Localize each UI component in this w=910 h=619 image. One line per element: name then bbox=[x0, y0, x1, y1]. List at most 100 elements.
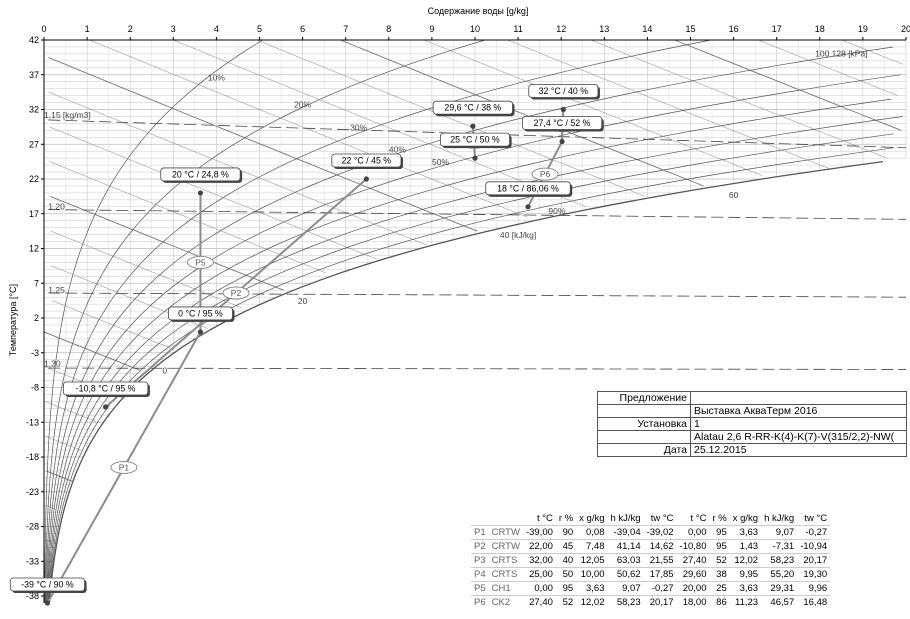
label-box bbox=[521, 116, 603, 130]
enthalpy-line bbox=[43, 331, 140, 371]
enthalpy-line bbox=[52, 300, 174, 350]
table-cell: -39,04 bbox=[607, 525, 644, 540]
table-row: P6 CK2 27,40 52 12,02 58,23 20,17 18,00 86 11,23 4… bbox=[471, 595, 831, 609]
table-row: P4 CRTS 25,00 50 10,00 50,62 17,85 29,60 38 9,95 5… bbox=[471, 567, 831, 582]
process-id: P3 bbox=[471, 553, 489, 568]
x-tick-label: 12 bbox=[556, 24, 566, 34]
state-point bbox=[470, 123, 476, 129]
state-point bbox=[525, 204, 531, 210]
table-cell: 25,00 bbox=[522, 567, 556, 582]
process-mode: CRTS bbox=[488, 567, 523, 582]
table-cell: 20,17 bbox=[797, 553, 831, 568]
label-box bbox=[160, 167, 241, 182]
state-point bbox=[559, 138, 565, 145]
column-header: r % bbox=[558, 513, 574, 524]
table-cell: 10,00 bbox=[576, 567, 608, 582]
table-cell: 17,85 bbox=[643, 567, 677, 582]
chart-point-labels: -39 °C / 90 % -10,8 °C / 95 % 0 °C / 95 % 2… bbox=[9, 84, 604, 606]
table-cell: -39,02 bbox=[643, 525, 677, 540]
table-cell: 27,40 bbox=[522, 595, 556, 609]
curve-label: 0 bbox=[162, 366, 167, 376]
label-text: -39 °C / 90 % bbox=[21, 580, 74, 590]
label-box bbox=[168, 306, 233, 321]
x-tick-label: 7 bbox=[343, 24, 348, 34]
enthalpy-line bbox=[424, 39, 763, 176]
enthalpy-line bbox=[340, 39, 704, 187]
x-tick-label: 1 bbox=[85, 24, 90, 34]
label-box bbox=[331, 153, 402, 168]
state-point-label: 20 °C / 24,8 % bbox=[160, 167, 243, 183]
state-point-label: 18 °C / 86,06 % bbox=[485, 181, 573, 197]
y-tick-label: 7 bbox=[34, 278, 39, 288]
enthalpy-line bbox=[48, 56, 478, 232]
column-header: tw °C bbox=[804, 513, 828, 524]
table-cell: 29,31 bbox=[761, 581, 798, 596]
table-cell: 40 bbox=[555, 553, 577, 568]
y-tick-label: -3 bbox=[31, 348, 39, 358]
table-cell: 29,60 bbox=[676, 567, 710, 582]
y-axis-label: Температура [°C] bbox=[8, 284, 18, 356]
enthalpy-line bbox=[50, 195, 284, 291]
table-cell: -0,27 bbox=[643, 581, 677, 596]
chart-axes: 0 1 2 3 4 5 6 7 8 9 10 11 12 13 14 15 16 17 18 19 2042373227… bbox=[26, 24, 910, 603]
y-tick-label: 32 bbox=[29, 105, 39, 115]
info-row: Установка 1 bbox=[597, 417, 907, 431]
enthalpy-line bbox=[507, 39, 830, 169]
relative-humidity-curve bbox=[46, 98, 892, 604]
state-point bbox=[560, 106, 566, 113]
table-cell: -0,27 bbox=[797, 525, 831, 540]
label-text: 29,6 °C / 38 % bbox=[444, 103, 501, 113]
table-row: P1 CRTW -39,00 90 0,08 -39,04 -39,02 0,00 95 3,63… bbox=[471, 525, 831, 540]
table-cell: -7,31 bbox=[761, 539, 798, 554]
chart-curves: 10% 20% 30% 40% 50% 90% 0 20 40 [kJ/kg] 60 1,15 [k… bbox=[43, 39, 907, 604]
y-tick-label: -23 bbox=[26, 487, 39, 497]
table-cell: 95 bbox=[709, 539, 730, 554]
table-cell: 9,07 bbox=[761, 525, 798, 540]
state-point-label: 27,4 °C / 52 % bbox=[521, 116, 604, 132]
table-cell: 86 bbox=[709, 595, 730, 609]
x-tick-label: 4 bbox=[214, 24, 219, 34]
relative-humidity-curve bbox=[44, 39, 263, 604]
table-cell: 45 bbox=[555, 539, 577, 554]
process-tag-ellipse bbox=[186, 255, 214, 269]
label-text: 25 °C / 50 % bbox=[450, 135, 500, 145]
density-line bbox=[48, 367, 907, 370]
curve-label: 40 [kJ/kg] bbox=[500, 230, 536, 240]
process-tag-label: P6 bbox=[540, 169, 551, 179]
column-header: x g/kg bbox=[579, 513, 605, 524]
label-text: -10,8 °C / 95 % bbox=[76, 383, 136, 393]
process-tag-ellipse bbox=[110, 460, 138, 474]
process-mode: CRTS bbox=[488, 553, 523, 568]
relative-humidity-curve bbox=[46, 74, 901, 604]
enthalpy-line bbox=[674, 39, 902, 131]
table-cell: 21,55 bbox=[643, 553, 677, 568]
table-cell: 1,43 bbox=[729, 539, 762, 554]
y-tick-label: 42 bbox=[29, 35, 39, 45]
enthalpy-line bbox=[44, 401, 98, 423]
table-row: P2 CRTW 22,00 45 7,48 41,14 14,62 -10,80 95 1,43-… bbox=[471, 539, 831, 554]
curve-label: 1,25 bbox=[48, 285, 65, 295]
table-cell: 12,02 bbox=[576, 595, 608, 609]
table-cell: 27,40 bbox=[676, 553, 710, 568]
table-cell: 3,63 bbox=[729, 525, 762, 540]
table-cell: 63,03 bbox=[607, 553, 644, 568]
column-header: t °C bbox=[690, 513, 707, 524]
label-text: 0 °C / 95 % bbox=[178, 308, 223, 318]
process-data-table: t °C r % x g/kg h kJ/kg tw °C t °C r % x g/kg h … bbox=[471, 512, 831, 609]
table-cell: 32,00 bbox=[522, 553, 556, 568]
y-tick-label: 27 bbox=[29, 139, 39, 149]
curve-label: 30% bbox=[350, 122, 367, 132]
table-cell: 52 bbox=[709, 553, 730, 568]
process-mode: CH1 bbox=[488, 581, 523, 596]
table-cell: 46,57 bbox=[761, 595, 798, 609]
info-row: Выставка АкваТерм 2016 bbox=[597, 404, 907, 418]
y-tick-label: 37 bbox=[29, 70, 39, 80]
info-value bbox=[690, 391, 907, 405]
label-box bbox=[62, 381, 149, 396]
curve-label: 40% bbox=[389, 145, 406, 155]
x-tick-label: 8 bbox=[386, 24, 391, 34]
y-tick-label: -13 bbox=[26, 417, 39, 427]
process-id: P2 bbox=[471, 539, 489, 554]
state-point-label: 29,6 °C / 38 % bbox=[432, 100, 515, 117]
y-tick-label: 12 bbox=[29, 244, 39, 254]
